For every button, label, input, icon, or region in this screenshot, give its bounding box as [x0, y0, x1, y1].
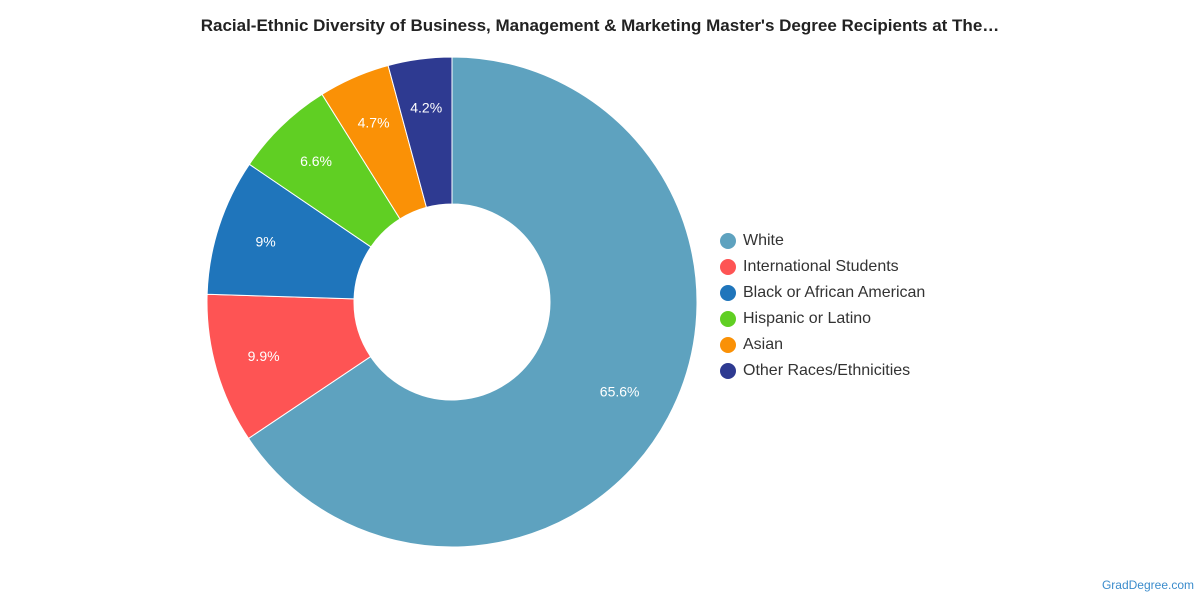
legend-item-4[interactable]: Asian	[720, 332, 925, 358]
legend-swatch-icon	[720, 311, 736, 327]
legend-swatch-icon	[720, 363, 736, 379]
slice-label-3: 6.6%	[300, 153, 332, 169]
slice-label-1: 9.9%	[248, 348, 280, 364]
legend-label: Hispanic or Latino	[743, 310, 872, 327]
chart-title: Racial-Ethnic Diversity of Business, Man…	[200, 16, 1000, 35]
legend-swatch-icon	[720, 259, 736, 275]
slice-label-5: 4.2%	[410, 100, 442, 116]
legend-swatch-icon	[720, 285, 736, 301]
legend-item-3[interactable]: Hispanic or Latino	[720, 306, 925, 332]
legend-item-0[interactable]: White	[720, 228, 925, 254]
legend-label: International Students	[743, 258, 899, 275]
slice-label-0: 65.6%	[600, 383, 640, 399]
chart-legend: White International Students Black or Afri…	[720, 228, 925, 384]
legend-item-2[interactable]: Black or African American	[720, 280, 925, 306]
watermark: GradDegree.com	[1101, 578, 1194, 592]
donut-slice-0	[247, 56, 698, 548]
legend-label: White	[743, 232, 784, 249]
legend-item-1[interactable]: International Students	[720, 254, 925, 280]
legend-label: Black or African American	[743, 284, 926, 301]
legend-label: Other Races/Ethnicities	[743, 362, 911, 379]
slice-label-4: 4.7%	[358, 114, 390, 130]
legend-swatch-icon	[720, 233, 736, 249]
legend-item-5[interactable]: Other Races/Ethnicities	[720, 358, 925, 384]
legend-label: Asian	[743, 336, 784, 353]
legend-swatch-icon	[720, 337, 736, 353]
donut-slice-5	[387, 56, 453, 209]
slice-label-2: 9%	[255, 233, 275, 249]
